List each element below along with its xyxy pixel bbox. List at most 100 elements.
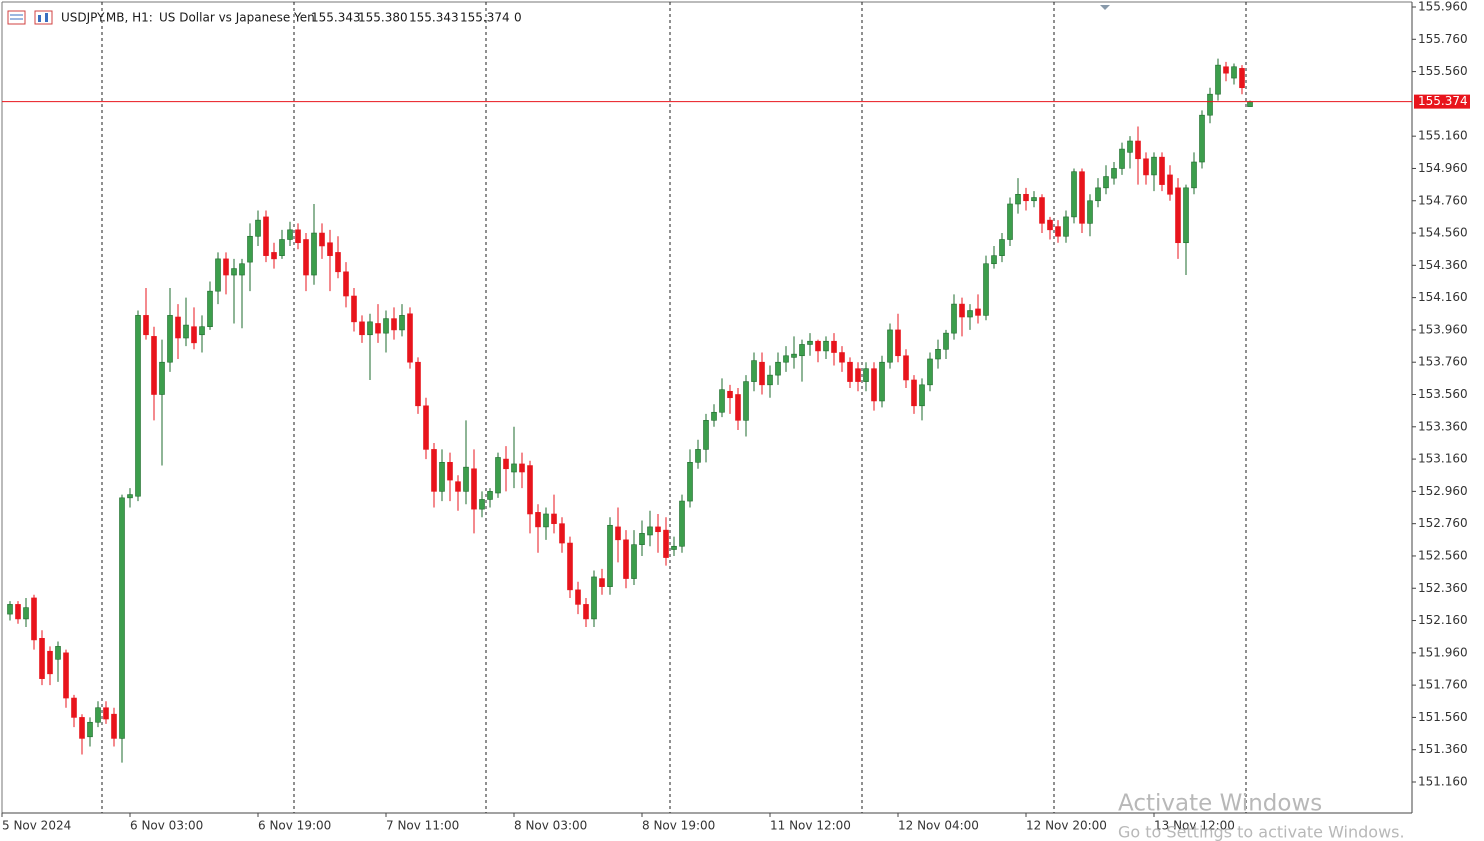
candle-body xyxy=(1207,93,1213,116)
y-tick-label: 151.960 xyxy=(1418,645,1468,659)
y-tick-label: 155.560 xyxy=(1418,64,1468,78)
candle-body xyxy=(1087,200,1093,224)
candle-body xyxy=(1023,193,1029,202)
candle-body xyxy=(399,315,405,331)
icon-chart[interactable] xyxy=(34,10,53,25)
toolbar-icons[interactable] xyxy=(7,10,53,25)
watermark-text: Go to Settings to activate Windows. xyxy=(1118,823,1405,841)
y-tick-label: 153.960 xyxy=(1418,322,1468,336)
candle-body xyxy=(151,336,157,395)
candle-body xyxy=(919,384,925,407)
candle-body xyxy=(503,458,509,470)
candle-body xyxy=(719,389,725,413)
candle-body xyxy=(671,545,677,550)
last-close: 155.374 xyxy=(460,11,510,25)
candle-body xyxy=(823,340,829,352)
y-tick-label: 152.160 xyxy=(1418,613,1468,627)
candle-body xyxy=(63,652,69,699)
candle-body xyxy=(7,604,13,615)
candle-body xyxy=(831,340,837,353)
y-tick-label: 152.560 xyxy=(1418,548,1468,562)
candle-body xyxy=(567,542,573,591)
candle-body xyxy=(1239,68,1245,89)
candle-body xyxy=(311,232,317,276)
candle-body xyxy=(1175,187,1181,244)
candle-body xyxy=(911,379,917,407)
candle-body xyxy=(687,462,693,502)
candle-body xyxy=(375,323,381,334)
candle-body xyxy=(983,263,989,316)
candle-body xyxy=(1015,193,1021,205)
candle-body xyxy=(959,303,965,318)
candle-body xyxy=(367,321,373,336)
y-tick-label: 154.960 xyxy=(1418,161,1468,175)
candle-body xyxy=(1135,140,1141,160)
candle-body xyxy=(1215,64,1221,95)
tick-volume: 0 xyxy=(514,11,522,25)
y-tick-label: 153.160 xyxy=(1418,452,1468,466)
candle-body xyxy=(807,340,813,345)
candle-body xyxy=(1055,226,1061,237)
candle-body xyxy=(647,526,653,536)
candle-body xyxy=(167,315,173,363)
candle-body xyxy=(15,604,21,620)
candle-body xyxy=(871,368,877,402)
y-tick-label: 151.160 xyxy=(1418,775,1468,789)
y-tick-label: 152.360 xyxy=(1418,581,1468,595)
candle-body xyxy=(199,326,205,336)
candle-body xyxy=(639,533,645,545)
candle-body xyxy=(103,707,109,720)
candle-body xyxy=(303,239,309,276)
candle-body xyxy=(943,332,949,350)
x-tick-label: 8 Nov 19:00 xyxy=(642,819,715,833)
price-label: 155.374 xyxy=(1418,94,1468,108)
icon-bar xyxy=(38,15,41,22)
candle-body xyxy=(575,589,581,605)
candle-body xyxy=(159,361,165,395)
candle-body xyxy=(1231,66,1237,79)
x-tick-label: 6 Nov 19:00 xyxy=(258,819,331,833)
candle-body xyxy=(111,713,117,739)
candle-body xyxy=(407,313,413,363)
candle-body xyxy=(175,316,181,339)
icon-list[interactable] xyxy=(7,10,26,25)
candle-body xyxy=(847,361,853,382)
candle-body xyxy=(1103,176,1109,189)
watermark-title: Activate Windows xyxy=(1118,791,1322,817)
candle-body xyxy=(359,321,365,336)
candle-body xyxy=(967,310,973,318)
candle-body xyxy=(1143,158,1149,176)
candle-body xyxy=(287,229,293,240)
x-tick-label: 11 Nov 12:00 xyxy=(770,819,851,833)
candle-body xyxy=(615,526,621,541)
candle-body xyxy=(759,361,765,386)
x-tick-label: 12 Nov 20:00 xyxy=(1026,819,1107,833)
candle-body xyxy=(935,348,941,360)
candle-body xyxy=(1183,187,1189,244)
candle-body xyxy=(1247,101,1253,107)
shift-marker[interactable] xyxy=(1100,5,1110,10)
candle-body xyxy=(1095,187,1101,202)
candle-body xyxy=(815,340,821,352)
candle-body xyxy=(255,219,261,237)
y-tick-label: 155.160 xyxy=(1418,129,1468,143)
candle-body xyxy=(39,638,45,679)
candle-body xyxy=(711,411,717,421)
candle-body xyxy=(775,361,781,376)
candle-body xyxy=(87,721,93,738)
candle-body xyxy=(727,390,733,399)
candle-body xyxy=(855,368,861,382)
candle-body xyxy=(1063,216,1069,237)
candle-body xyxy=(127,494,133,499)
y-tick-label: 154.760 xyxy=(1418,193,1468,207)
icon-bar xyxy=(45,13,48,22)
candle-body xyxy=(119,497,125,739)
candle-body xyxy=(839,352,845,363)
candle-body xyxy=(1199,114,1205,163)
candle-body xyxy=(1111,168,1117,179)
candle-body xyxy=(455,481,461,492)
candle-body xyxy=(143,315,149,336)
candle-body xyxy=(495,457,501,494)
candle-body xyxy=(607,524,613,587)
